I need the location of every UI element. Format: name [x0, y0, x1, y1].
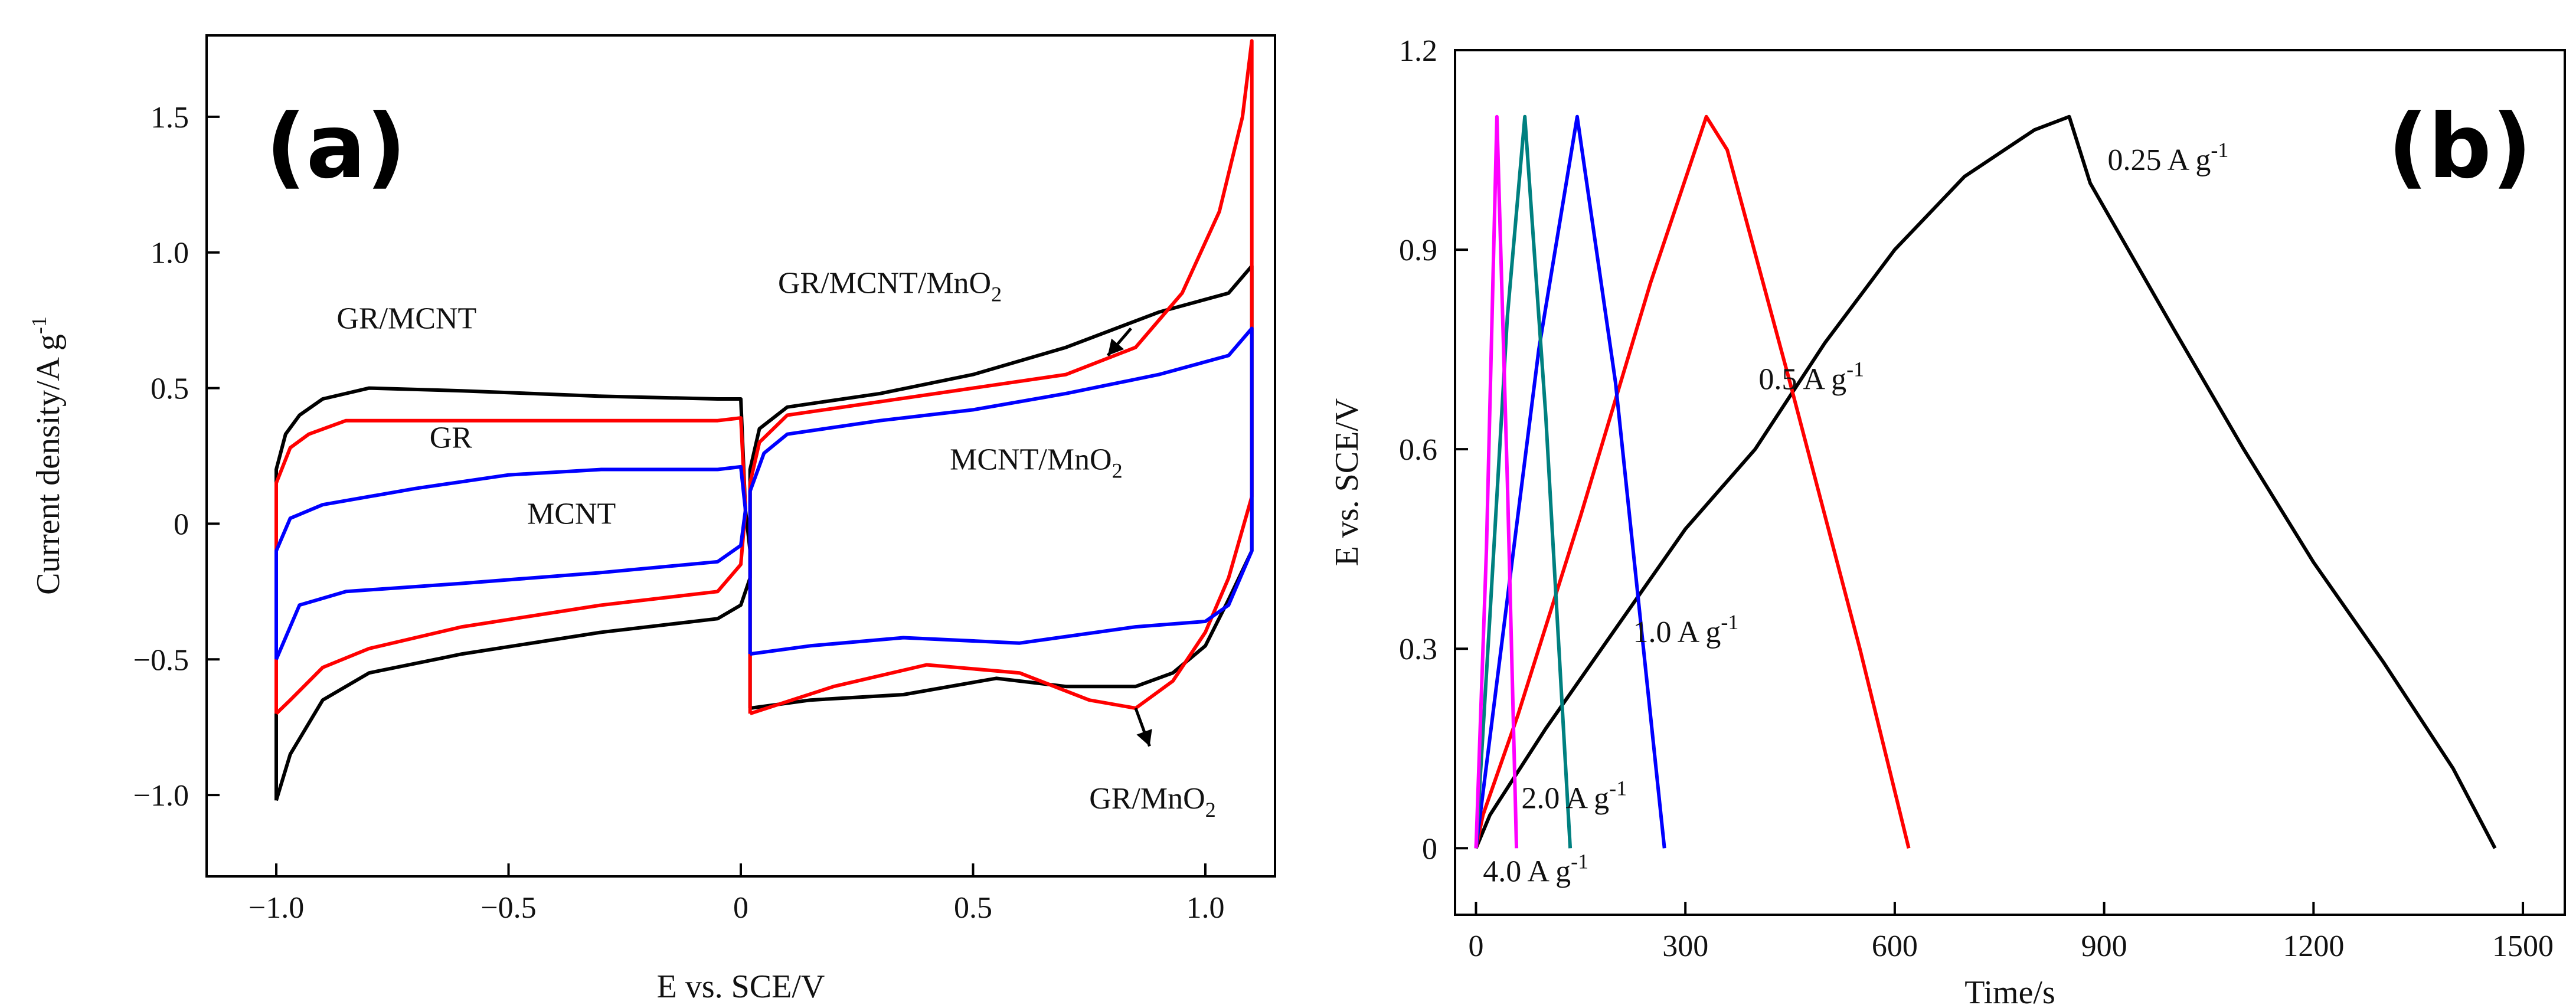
panel-a-series-line-4	[748, 39, 1254, 716]
annotation-superscript: -1	[1721, 610, 1738, 634]
panel-b-y-tick-label: 0.3	[1399, 633, 1437, 666]
panel-b-x-tick-label: 1200	[2283, 930, 2344, 963]
annotation-text: 1.0 A g	[1633, 616, 1721, 649]
annotation-text: MCNT	[527, 497, 616, 531]
panel-b-series-line-2	[1474, 114, 1666, 849]
panel-a-x-tick-label: −0.5	[480, 891, 536, 925]
panel-b-y-tick-label: 0.9	[1399, 234, 1437, 267]
panel-b-annotation: 0.25 A g-1	[2108, 138, 2229, 177]
panel-b-y-tick-label: 0.6	[1399, 433, 1437, 467]
annotation-subscript: 2	[1205, 798, 1216, 822]
panel-b-y-tick-label: 0	[1422, 832, 1437, 866]
annotation-text: 4.0 A g	[1483, 855, 1571, 889]
panel-b-x-tick-label: 300	[1662, 930, 1708, 963]
panel-b-series-line-4	[1474, 114, 1519, 849]
panel-b-y-axis-label: E vs. SCE/V	[1329, 398, 1365, 567]
panel-a-annotation: MCNT/MnO2	[950, 443, 1122, 482]
panel-b-annotation: 4.0 A g-1	[1483, 850, 1588, 889]
panel-a-y-axis-label: Current density/A g-1	[27, 316, 67, 595]
panel-a-annotation: GR/MCNT	[336, 302, 476, 335]
panel-a-x-tick-label: 0	[733, 891, 748, 925]
panel-a-y-tick-label: 1.5	[151, 101, 189, 135]
panel-a-annotation: GR	[430, 421, 473, 455]
panel-b-series	[1474, 114, 2497, 849]
panel-b-annotations: 0.25 A g-10.5 A g-11.0 A g-12.0 A g-14.0…	[1483, 138, 2228, 889]
panel-b-label: (b)	[2388, 96, 2532, 198]
panel-a-label: (a)	[266, 96, 406, 198]
panel-a-y-axis-label-text: Current density/A g	[30, 334, 67, 595]
panel-a-cv-plot: −1.0 −0.5 0 0.5 1.0 1.5 1.0 0.5 0 −0.5 −1.0 GR/MC…	[27, 34, 1276, 1005]
annotation-superscript: -1	[1571, 850, 1588, 873]
annotation-text: MCNT/MnO	[950, 443, 1112, 476]
panel-b-series-line-3	[1474, 114, 1573, 849]
annotation-superscript: -1	[1609, 777, 1627, 800]
annotation-superscript: -1	[1846, 358, 1864, 381]
panel-b-y-tick-label: 1.2	[1399, 34, 1437, 68]
panel-b-x-ticks: 0 300 600 900 1200 1500	[1468, 902, 2554, 963]
panel-a-x-tick-label: −1.0	[249, 891, 304, 925]
panel-b-series-line-1	[1474, 114, 1911, 849]
annotation-text: 0.5 A g	[1758, 363, 1846, 397]
annotation-superscript: -1	[2211, 138, 2228, 162]
panel-a-y-tick-label: 1.0	[151, 237, 189, 270]
panel-b-annotation: 2.0 A g-1	[1521, 777, 1627, 816]
panel-a-annotation: GR/MnO2	[1089, 782, 1215, 822]
panel-a-x-tick-label: 0.5	[954, 891, 992, 925]
annotation-text: GR	[430, 421, 473, 455]
panel-a-x-tick-label: 1.0	[1186, 891, 1224, 925]
annotation-text: 2.0 A g	[1521, 782, 1609, 816]
panel-b-x-axis-label: Time/s	[1964, 974, 2055, 1008]
annotation-text: GR/MnO	[1089, 782, 1205, 816]
panel-a-y-ticks: 1.5 1.0 0.5 0 −0.5 −1.0	[133, 101, 220, 813]
panel-a-series-line-5	[748, 326, 1254, 656]
panel-a-annotation: GR/MCNT/MnO2	[778, 267, 1002, 306]
panel-a-y-tick-label: −0.5	[133, 643, 189, 677]
panel-a-arrow-head	[1136, 729, 1152, 747]
panel-a-series	[274, 39, 1254, 801]
annotation-text: 0.25 A g	[2108, 143, 2211, 177]
panel-a-series-line-1	[274, 416, 747, 715]
panel-a-x-ticks: −1.0 −0.5 0 0.5 1.0	[249, 863, 1224, 925]
panel-a-y-tick-label: −1.0	[133, 779, 189, 813]
panel-b-annotation: 1.0 A g-1	[1633, 610, 1739, 649]
panel-b-series-line-0	[1474, 114, 2497, 849]
annotation-subscript: 2	[991, 283, 1002, 306]
annotation-text: GR/MCNT/MnO	[778, 267, 991, 300]
panel-b-charge-discharge-plot: 0 300 600 900 1200 1500 1.2 0.9 0.6 0.3 0 0.25 A …	[1329, 34, 2566, 1008]
panel-a-y-axis-label-sup: -1	[27, 316, 51, 334]
panel-a-x-axis-label: E vs. SCE/V	[657, 968, 825, 1005]
panel-a-arrow-head	[1107, 338, 1124, 356]
panel-b-x-tick-label: 600	[1872, 930, 1918, 963]
panel-a-series-line-2	[274, 464, 747, 660]
panel-a-annotation: MCNT	[527, 497, 616, 531]
panel-a-y-tick-label: 0	[174, 508, 189, 541]
annotation-subscript: 2	[1112, 459, 1123, 482]
panel-b-y-ticks: 1.2 0.9 0.6 0.3 0	[1399, 34, 1468, 866]
panel-b-x-tick-label: 900	[2081, 930, 2127, 963]
panel-b-x-tick-label: 0	[1468, 930, 1483, 963]
panel-b-annotation: 0.5 A g-1	[1758, 358, 1864, 397]
annotation-text: GR/MCNT	[336, 302, 476, 335]
panel-b-plot-frame	[1454, 49, 2566, 916]
panel-a-y-tick-label: 0.5	[151, 372, 189, 406]
panel-a-annotations: GR/MCNTGRMCNTGR/MCNT/MnO2MCNT/MnO2GR/MnO…	[336, 267, 1215, 822]
panel-b-x-tick-label: 1500	[2492, 930, 2554, 963]
